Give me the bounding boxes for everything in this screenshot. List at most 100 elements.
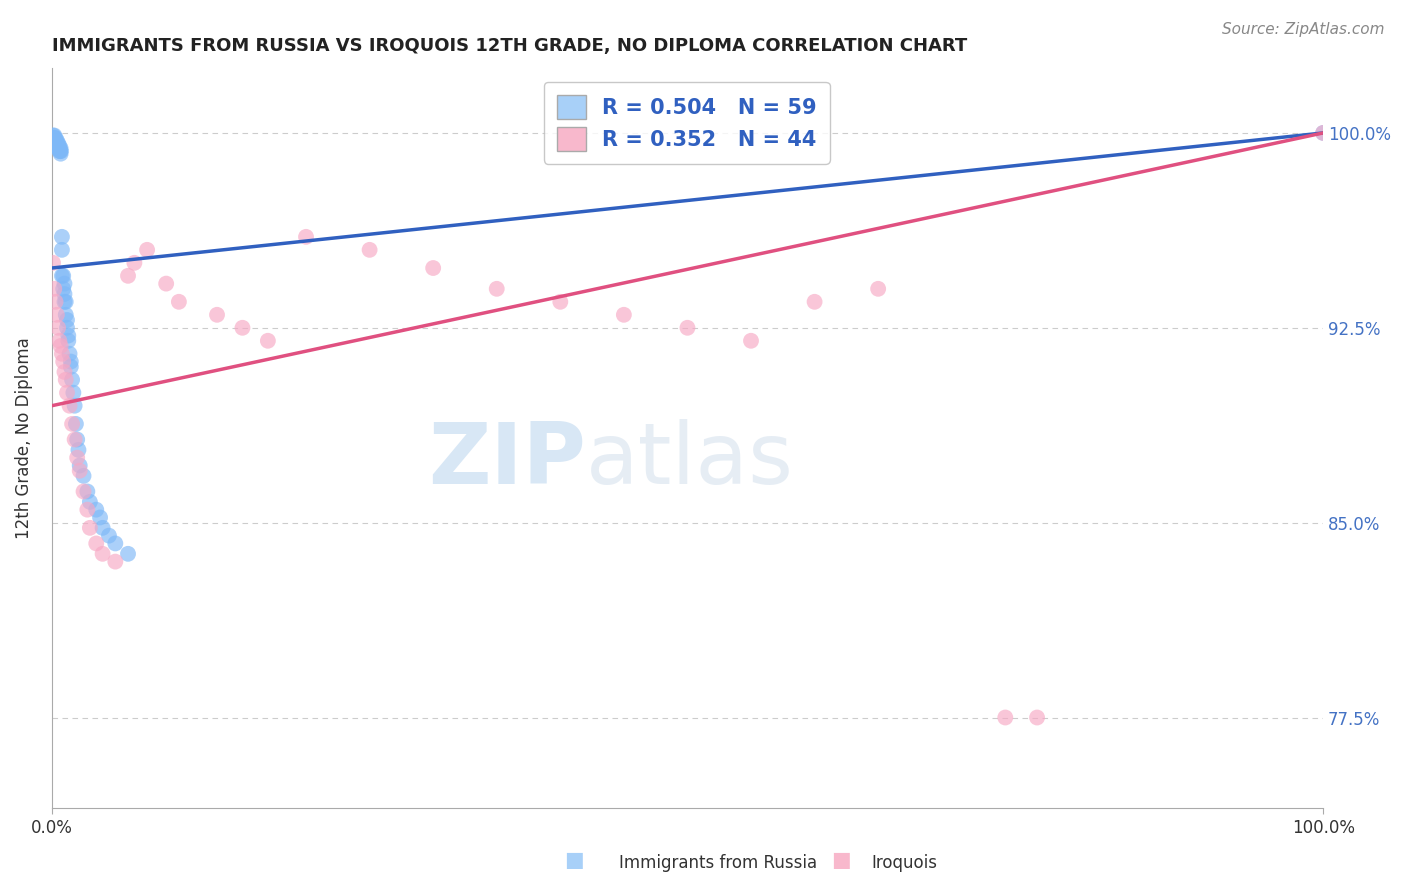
Point bbox=[63, 433, 86, 447]
Point bbox=[45, 294, 67, 309]
Point bbox=[167, 294, 190, 309]
Point bbox=[46, 320, 69, 334]
Point bbox=[45, 131, 67, 145]
Point bbox=[613, 308, 636, 322]
Point bbox=[124, 256, 146, 270]
Point bbox=[44, 131, 66, 145]
Point bbox=[84, 536, 107, 550]
Point bbox=[49, 141, 72, 155]
Point bbox=[257, 334, 280, 348]
Point bbox=[55, 373, 77, 387]
Point bbox=[53, 365, 76, 379]
Point bbox=[69, 458, 91, 473]
Point bbox=[91, 547, 114, 561]
Point bbox=[48, 141, 70, 155]
Point bbox=[79, 521, 101, 535]
Point bbox=[117, 268, 139, 283]
Point bbox=[49, 146, 72, 161]
Point bbox=[155, 277, 177, 291]
Point bbox=[52, 354, 75, 368]
Point bbox=[44, 128, 66, 143]
Point bbox=[45, 134, 67, 148]
Point bbox=[48, 334, 70, 348]
Point bbox=[66, 433, 89, 447]
Point bbox=[60, 417, 83, 431]
Point bbox=[740, 334, 762, 348]
Text: ■: ■ bbox=[564, 850, 583, 870]
Point bbox=[97, 528, 120, 542]
Point bbox=[56, 320, 79, 334]
Point bbox=[53, 294, 76, 309]
Point bbox=[72, 468, 94, 483]
Point bbox=[58, 328, 80, 343]
Point bbox=[84, 502, 107, 516]
Point bbox=[76, 502, 98, 516]
Point bbox=[51, 230, 73, 244]
Point bbox=[53, 287, 76, 301]
Point bbox=[66, 450, 89, 465]
Point bbox=[60, 373, 83, 387]
Point bbox=[51, 268, 73, 283]
Point bbox=[295, 230, 318, 244]
Point bbox=[72, 484, 94, 499]
Point bbox=[42, 256, 65, 270]
Point bbox=[58, 399, 80, 413]
Point bbox=[59, 354, 82, 368]
Point bbox=[231, 320, 253, 334]
Point bbox=[1312, 126, 1334, 140]
Text: Iroquois: Iroquois bbox=[872, 855, 938, 872]
Point bbox=[49, 144, 72, 158]
Legend: R = 0.504   N = 59, R = 0.352   N = 44: R = 0.504 N = 59, R = 0.352 N = 44 bbox=[544, 82, 830, 163]
Y-axis label: 12th Grade, No Diploma: 12th Grade, No Diploma bbox=[15, 337, 32, 539]
Point bbox=[49, 339, 72, 353]
Point bbox=[62, 385, 84, 400]
Point bbox=[55, 294, 77, 309]
Point bbox=[59, 359, 82, 374]
Point bbox=[45, 136, 67, 151]
Point bbox=[56, 385, 79, 400]
Text: ■: ■ bbox=[831, 850, 851, 870]
Text: Immigrants from Russia: Immigrants from Russia bbox=[619, 855, 817, 872]
Point bbox=[359, 243, 381, 257]
Point bbox=[42, 131, 65, 145]
Text: ZIP: ZIP bbox=[427, 419, 586, 502]
Text: Source: ZipAtlas.com: Source: ZipAtlas.com bbox=[1222, 22, 1385, 37]
Point bbox=[868, 282, 890, 296]
Point bbox=[49, 144, 72, 158]
Point bbox=[422, 260, 444, 275]
Point bbox=[117, 547, 139, 561]
Point bbox=[48, 139, 70, 153]
Text: IMMIGRANTS FROM RUSSIA VS IROQUOIS 12TH GRADE, NO DIPLOMA CORRELATION CHART: IMMIGRANTS FROM RUSSIA VS IROQUOIS 12TH … bbox=[52, 37, 967, 55]
Point bbox=[46, 141, 69, 155]
Point bbox=[45, 136, 67, 151]
Point bbox=[994, 710, 1017, 724]
Point bbox=[45, 139, 67, 153]
Point bbox=[485, 282, 508, 296]
Point bbox=[44, 131, 66, 145]
Point bbox=[53, 277, 76, 291]
Point bbox=[58, 347, 80, 361]
Point bbox=[91, 521, 114, 535]
Text: atlas: atlas bbox=[586, 419, 794, 502]
Point bbox=[79, 495, 101, 509]
Point bbox=[63, 399, 86, 413]
Point bbox=[42, 131, 65, 145]
Point bbox=[136, 243, 159, 257]
Point bbox=[550, 294, 572, 309]
Point bbox=[65, 417, 87, 431]
Point bbox=[803, 294, 825, 309]
Point bbox=[45, 308, 67, 322]
Point bbox=[76, 484, 98, 499]
Point bbox=[44, 134, 66, 148]
Point bbox=[48, 144, 70, 158]
Point bbox=[46, 136, 69, 151]
Point bbox=[67, 442, 90, 457]
Point bbox=[69, 464, 91, 478]
Point bbox=[42, 128, 65, 143]
Point bbox=[52, 268, 75, 283]
Point bbox=[58, 334, 80, 348]
Point bbox=[44, 282, 66, 296]
Point bbox=[48, 141, 70, 155]
Point bbox=[51, 243, 73, 257]
Point bbox=[45, 134, 67, 148]
